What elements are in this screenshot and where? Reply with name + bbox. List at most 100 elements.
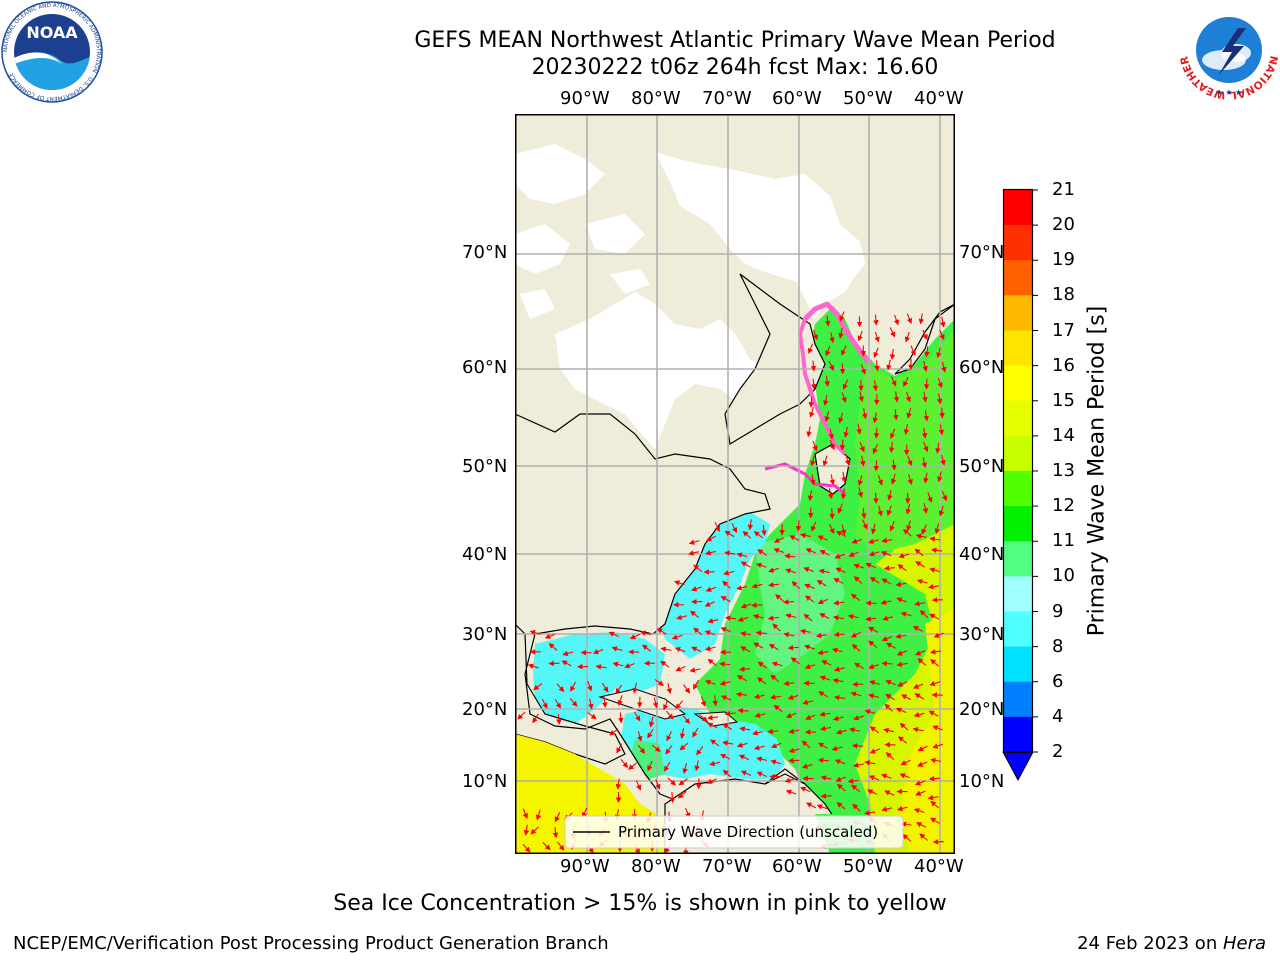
wave-arrow bbox=[632, 682, 638, 694]
wave-arrow bbox=[852, 803, 861, 812]
wave-arrow bbox=[666, 683, 672, 695]
wave-arrow bbox=[864, 709, 876, 715]
wave-arrow bbox=[795, 520, 802, 532]
wave-arrow bbox=[772, 623, 781, 632]
wave-arrow bbox=[856, 423, 862, 435]
wave-arrow bbox=[859, 441, 865, 453]
land-north-america bbox=[515, 413, 836, 854]
wave-arrow bbox=[913, 712, 925, 718]
wave-arrow bbox=[532, 713, 539, 724]
wave-arrow bbox=[844, 454, 851, 466]
colorbar-cell bbox=[1004, 190, 1032, 226]
wave-arrow bbox=[669, 792, 676, 804]
wave-arrow bbox=[671, 634, 683, 640]
wave-arrow bbox=[877, 474, 883, 486]
wave-arrow bbox=[799, 532, 811, 539]
wave-arrow bbox=[886, 642, 896, 649]
wave-arrow bbox=[751, 602, 763, 608]
colorbar-tick-label: 17 bbox=[1052, 319, 1075, 341]
wave-period-map: Primary Wave Direction (unscaled) bbox=[515, 114, 955, 854]
wave-arrow bbox=[615, 684, 623, 694]
wave-arrow bbox=[642, 644, 652, 652]
wave-arrow bbox=[731, 522, 737, 534]
wave-arrow bbox=[620, 759, 629, 768]
wave-arrow bbox=[874, 360, 880, 372]
wave-arrow bbox=[833, 578, 844, 584]
wave-arrow bbox=[768, 643, 779, 651]
wave-arrow bbox=[818, 691, 829, 698]
wave-arrow bbox=[773, 537, 785, 543]
wave-arrow bbox=[722, 723, 733, 730]
wave-arrow bbox=[770, 694, 782, 700]
wave-arrow bbox=[912, 625, 923, 632]
wave-arrow bbox=[860, 364, 866, 375]
wave-arrow bbox=[736, 675, 747, 682]
wave-arrow bbox=[569, 697, 578, 707]
wave-arrow bbox=[637, 744, 646, 754]
wave-arrow bbox=[915, 822, 927, 828]
lat-label-right-1: 60°N bbox=[959, 357, 1005, 378]
wave-arrow bbox=[922, 391, 928, 403]
lon-label-bottom-2: 70°W bbox=[702, 856, 752, 877]
wave-arrow bbox=[836, 783, 846, 792]
wave-arrow bbox=[800, 786, 811, 793]
wave-arrow bbox=[719, 661, 731, 667]
wave-arrow bbox=[829, 332, 835, 344]
wave-arrow bbox=[873, 347, 879, 358]
colorbar-tick-label: 2 bbox=[1052, 741, 1064, 762]
wave-arrow bbox=[881, 773, 892, 779]
wave-arrow bbox=[915, 533, 927, 539]
wave-arrow bbox=[930, 658, 939, 667]
colorbar-cell bbox=[1004, 400, 1032, 437]
wave-arrow bbox=[865, 562, 876, 569]
wave-arrow bbox=[803, 613, 813, 622]
wave-arrow bbox=[869, 726, 880, 734]
wave-arrow bbox=[927, 492, 933, 503]
wave-arrow bbox=[541, 698, 548, 709]
wave-arrow bbox=[618, 712, 624, 724]
wave-arrow bbox=[740, 631, 752, 637]
wave-arrow bbox=[914, 600, 926, 607]
wave-arrow bbox=[817, 649, 829, 656]
wave-arrow bbox=[897, 681, 908, 687]
lat-label-right-4: 30°N bbox=[959, 624, 1005, 645]
wave-arrow bbox=[837, 503, 843, 514]
wave-arrow bbox=[660, 660, 670, 668]
lat-label-left-2: 50°N bbox=[462, 456, 508, 477]
wave-arrow bbox=[940, 454, 946, 466]
wave-arrow bbox=[751, 583, 763, 589]
wave-arrow bbox=[683, 684, 691, 694]
wave-arrow bbox=[833, 694, 846, 701]
wave-arrow bbox=[810, 474, 816, 486]
wave-arrow bbox=[905, 503, 912, 515]
wave-arrow bbox=[678, 778, 688, 786]
wave-arrow bbox=[810, 360, 817, 372]
wave-arrow bbox=[928, 710, 939, 717]
wave-arrow bbox=[705, 535, 717, 542]
wave-arrow bbox=[647, 760, 653, 772]
wave-arrow bbox=[936, 347, 942, 359]
wave-arrow bbox=[556, 713, 562, 725]
wave-arrow bbox=[787, 694, 799, 700]
wave-arrow bbox=[587, 712, 597, 720]
svg-text:★ ★ ★: ★ ★ ★ bbox=[1216, 88, 1243, 97]
wave-arrow bbox=[913, 683, 924, 689]
wave-arrow bbox=[900, 759, 911, 766]
wave-arrow bbox=[818, 568, 830, 575]
wave-arrow bbox=[679, 742, 689, 751]
arrow-legend: Primary Wave Direction (unscaled) bbox=[564, 815, 904, 849]
wave-arrow bbox=[740, 646, 751, 653]
wave-arrow bbox=[705, 586, 717, 592]
wave-arrow bbox=[884, 790, 895, 796]
wave-arrow bbox=[835, 567, 846, 574]
colorbar-cell bbox=[1004, 435, 1032, 472]
wave-arrow bbox=[552, 827, 559, 839]
wave-arrow bbox=[709, 760, 721, 767]
wave-arrow bbox=[836, 729, 847, 735]
wave-arrow bbox=[836, 531, 847, 537]
wave-arrow bbox=[805, 548, 816, 554]
wave-arrow bbox=[806, 426, 812, 438]
wave-arrow bbox=[929, 567, 941, 573]
wave-arrow bbox=[816, 580, 827, 587]
wave-arrow bbox=[804, 583, 815, 589]
